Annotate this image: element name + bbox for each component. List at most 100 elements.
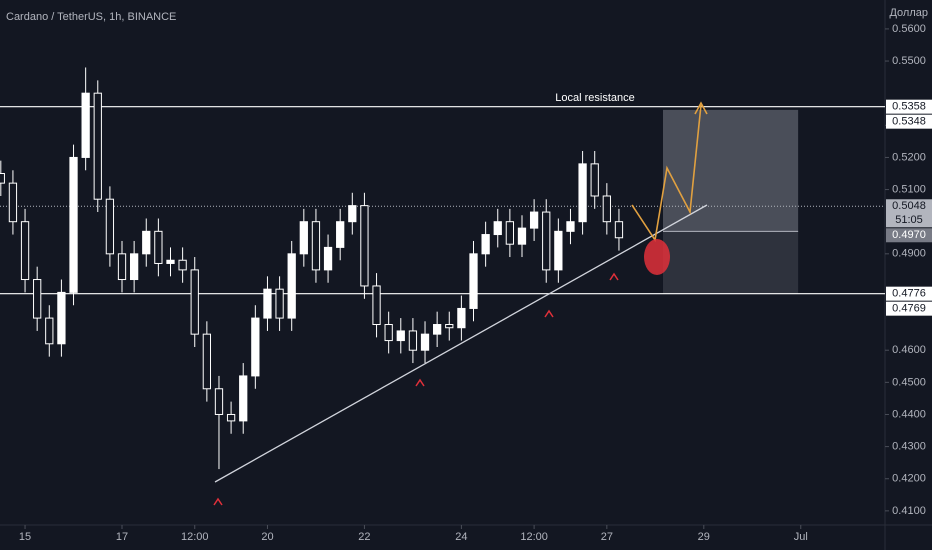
candle-body bbox=[590, 163, 599, 197]
caret bbox=[609, 272, 619, 281]
candle-body bbox=[33, 279, 42, 319]
price-label-box bbox=[886, 286, 932, 301]
y-tick-label: 0.4100 bbox=[892, 505, 926, 517]
x-tick-label: 12:00 bbox=[520, 531, 548, 543]
candle-body bbox=[178, 259, 187, 271]
arrow-head bbox=[694, 101, 708, 115]
candle-body bbox=[336, 221, 345, 248]
candle-body bbox=[384, 324, 393, 342]
x-tick-label: Jul bbox=[794, 531, 808, 543]
candle-body bbox=[323, 246, 333, 271]
y-tick-label: 0.4900 bbox=[892, 248, 926, 260]
y-tick-label: 0.5200 bbox=[892, 151, 926, 163]
price-label: 0.4769 bbox=[892, 303, 926, 315]
candle-body bbox=[190, 269, 199, 335]
candle-body bbox=[360, 205, 369, 287]
candle-body bbox=[457, 307, 466, 329]
x-tick-label: 17 bbox=[116, 531, 128, 543]
candle-body bbox=[372, 285, 381, 326]
price-label: 0.5348 bbox=[892, 116, 926, 128]
x-tick-label: 15 bbox=[19, 531, 31, 543]
candle-body bbox=[445, 324, 454, 329]
price-label-box bbox=[886, 301, 932, 316]
y-tick-label: 0.5600 bbox=[892, 23, 926, 35]
price-label: 0.5048 bbox=[892, 200, 926, 212]
price-label: 0.4970 bbox=[892, 229, 926, 241]
candle-body bbox=[81, 92, 90, 158]
candle-body bbox=[505, 221, 515, 245]
candle-body bbox=[0, 173, 5, 184]
candle-body bbox=[166, 259, 175, 264]
x-tick-label: 24 bbox=[455, 531, 467, 543]
candle-body bbox=[142, 230, 151, 255]
candle-body bbox=[105, 198, 115, 255]
caret bbox=[415, 378, 425, 387]
candle-body bbox=[263, 288, 272, 319]
candle-body bbox=[299, 221, 308, 255]
candle-body bbox=[578, 163, 587, 223]
x-tick-label: 29 bbox=[698, 531, 710, 543]
candle-body bbox=[202, 333, 211, 390]
candle-body bbox=[493, 221, 502, 236]
x-tick-label: 27 bbox=[601, 531, 613, 543]
y-tick-label: 0.4400 bbox=[892, 408, 926, 420]
candle-body bbox=[239, 375, 248, 422]
candle-body bbox=[45, 317, 54, 345]
candle-body bbox=[117, 253, 127, 281]
profit-zone bbox=[662, 109, 799, 232]
y-tick-label: 0.4500 bbox=[892, 376, 926, 388]
candle-body bbox=[408, 330, 418, 351]
trendline bbox=[214, 204, 708, 483]
candle-body bbox=[57, 291, 66, 345]
candle-body bbox=[348, 205, 357, 223]
candle-body bbox=[420, 333, 430, 351]
candle-body bbox=[287, 253, 296, 319]
plot: 15 17 12:00 20 22 24 12:00 27 29 Jul bbox=[0, 28, 889, 543]
candle-body bbox=[481, 234, 490, 255]
caret bbox=[544, 309, 554, 318]
candle-body bbox=[469, 253, 478, 309]
candle-body bbox=[129, 253, 139, 281]
x-tick-label: 20 bbox=[261, 531, 273, 543]
chart-title: Cardano / TetherUS, 1h, BINANCE bbox=[6, 11, 176, 23]
y-tick-label: 0.4200 bbox=[892, 473, 926, 485]
price-label-box bbox=[886, 99, 932, 114]
price-label: 0.4776 bbox=[892, 288, 926, 300]
loss-zone bbox=[662, 231, 799, 294]
candle-body bbox=[602, 195, 611, 223]
candle-body bbox=[542, 211, 551, 271]
candle-body bbox=[214, 388, 224, 415]
candle-body bbox=[433, 324, 442, 335]
candle-body bbox=[154, 230, 163, 264]
price-label-box bbox=[886, 199, 932, 228]
y-tick-label: 0.4300 bbox=[892, 441, 926, 453]
candle-body bbox=[20, 221, 30, 281]
candle-body bbox=[251, 317, 260, 377]
candle-body bbox=[69, 156, 78, 293]
candle-body bbox=[8, 182, 18, 223]
candle-body bbox=[566, 221, 575, 232]
y-axis-label: Доллар bbox=[889, 7, 928, 19]
y-tick-label: 0.4600 bbox=[892, 344, 926, 356]
candle-body bbox=[517, 227, 527, 245]
caret bbox=[213, 497, 223, 506]
candle-body bbox=[554, 230, 563, 271]
price-label-box bbox=[886, 114, 932, 129]
highlight-circle bbox=[644, 239, 670, 275]
projection-path bbox=[631, 104, 702, 243]
candle-body bbox=[529, 211, 539, 229]
y-tick-label: 0.5500 bbox=[892, 55, 926, 67]
x-tick-label: 22 bbox=[358, 531, 370, 543]
candle-body bbox=[93, 92, 102, 200]
x-tick-label: 12:00 bbox=[181, 531, 209, 543]
price-label-box bbox=[886, 228, 932, 243]
candle-body bbox=[275, 288, 284, 319]
candle-body bbox=[614, 221, 624, 239]
swing-markers bbox=[213, 272, 619, 506]
annotation: Local resistance bbox=[555, 92, 635, 104]
y-tick-label: 0.5100 bbox=[892, 183, 926, 195]
candle-body bbox=[226, 413, 236, 422]
countdown: 51:05 bbox=[895, 214, 923, 226]
